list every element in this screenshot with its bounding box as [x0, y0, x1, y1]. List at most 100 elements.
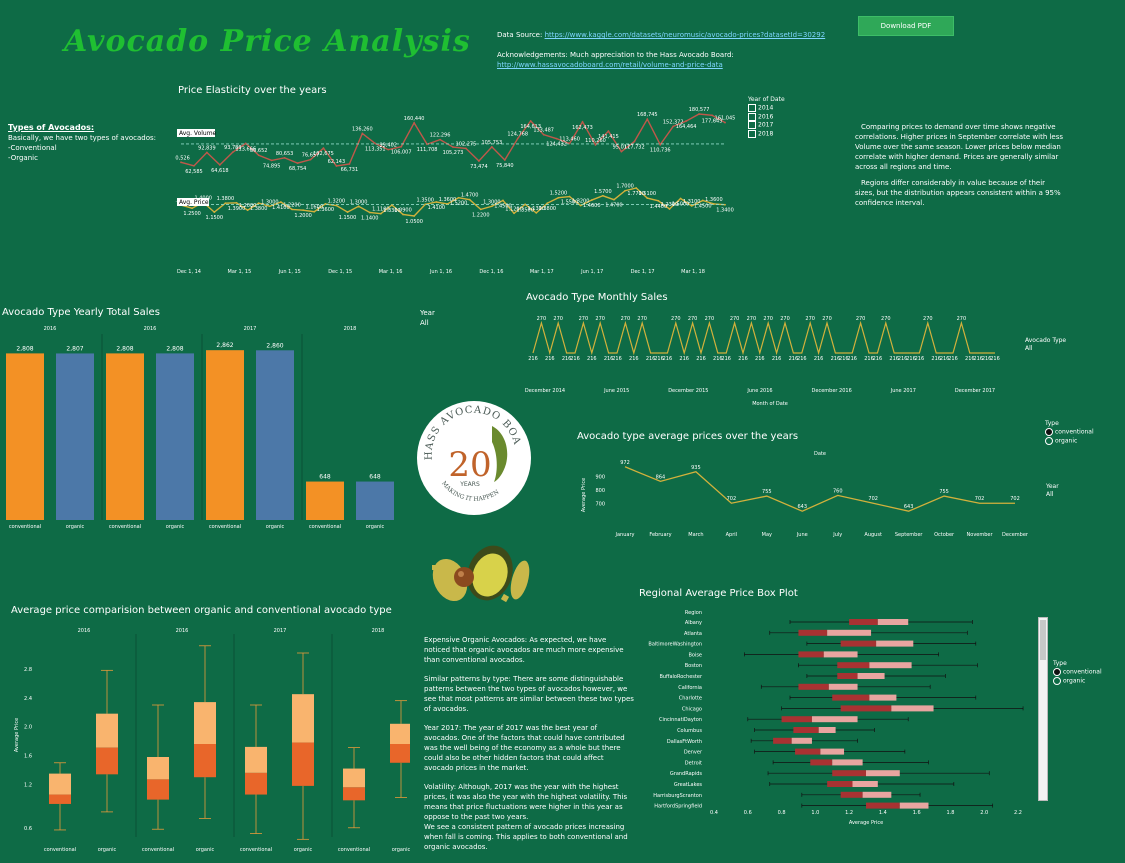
avg-volume-data-label: 113,460: [559, 136, 580, 142]
elasticity-x-tick: Dec 1, 16: [479, 269, 503, 275]
region-box-upper: [862, 791, 892, 798]
yearly-bar-value: 648: [369, 474, 381, 481]
regional-xlabel: Average Price: [849, 820, 883, 826]
regional-title: Regional Average Price Box Plot: [639, 588, 798, 599]
avg-price-data-label: 1.1300: [528, 206, 546, 212]
region-box-upper: [827, 629, 872, 636]
avg-volume-point: [465, 147, 467, 150]
data-source-link[interactable]: https://www.kaggle.com/datasets/neuromus…: [544, 31, 826, 39]
avg-price-data-label: 1.5700: [594, 189, 612, 195]
avg-price-point: [668, 208, 671, 210]
monthly-data-label: 216: [755, 356, 765, 362]
logo-number: 20: [448, 445, 491, 485]
legend-year-2014[interactable]: 2014: [748, 104, 785, 113]
legend-year-2017[interactable]: 2017: [748, 121, 785, 130]
yearly-bar: [56, 353, 94, 520]
legend-year-label: 2016: [758, 113, 774, 120]
avg-volume-tag-bg: [177, 129, 215, 137]
avg-prices-data-label: 760: [833, 488, 843, 494]
box-x-tick: organic: [294, 847, 313, 853]
type-option-organic[interactable]: organic: [1053, 676, 1102, 686]
type-option-conventional[interactable]: conventional: [1053, 668, 1102, 677]
avg-price-point: [246, 209, 249, 212]
elasticity-notes: Comparing prices to demand over time sho…: [855, 122, 1065, 208]
scrollbar-thumb[interactable]: [1040, 620, 1046, 660]
box-x-tick: organic: [98, 847, 117, 853]
avg-price-data-label: 1.2300: [661, 202, 679, 208]
avg-price-point: [635, 187, 638, 189]
avg-prices-y-tick: 700: [595, 502, 605, 508]
avg-price-point: [302, 209, 305, 212]
monthly-data-label: 270: [856, 316, 866, 322]
avg-price-data-label: 1.4600: [583, 203, 601, 209]
download-pdf-button[interactable]: Download PDF: [858, 16, 954, 36]
legend-year-2016[interactable]: 2016: [748, 112, 785, 122]
yearly-bar: [156, 353, 194, 520]
avg-price-point: [224, 202, 227, 205]
regional-scrollbar[interactable]: [1038, 617, 1048, 801]
insights-panel: Expensive Organic Avocados: As expected,…: [424, 635, 634, 852]
monthly-data-label: 216: [831, 356, 841, 362]
yearly-bar: [106, 353, 144, 520]
type-option-label: conventional: [1055, 428, 1094, 436]
avg-volume-point: [490, 145, 493, 148]
avg-volume-point: [335, 165, 338, 167]
type-option-organic[interactable]: organic: [1045, 436, 1094, 446]
avg-price-data-label: 1.3000: [350, 199, 368, 205]
avg-price-point: [568, 195, 571, 198]
avg-price-line: [180, 187, 726, 217]
region-box-lower: [840, 791, 863, 798]
type-legend-title: Type: [1053, 660, 1067, 667]
region-box-lower: [795, 748, 821, 755]
avg-price-data-label: 1.3500: [516, 207, 534, 213]
box-y-tick: 2.0: [24, 725, 32, 731]
year-filter[interactable]: Year All: [420, 308, 435, 328]
box-x-tick: conventional: [44, 847, 76, 853]
monthly-data-label: 216: [663, 356, 673, 362]
legend-year-2018[interactable]: 2018: [748, 129, 785, 139]
avg-price-point: [657, 199, 660, 202]
avg-volume-data-label: 177,643: [702, 118, 723, 124]
yearly-x-tick: conventional: [209, 524, 241, 530]
avg-prices-year-filter[interactable]: Year All: [1046, 483, 1059, 499]
monthly-sales-chart: 2162702162702162162702162702162162702162…: [525, 316, 1000, 407]
region-label: Boston: [685, 663, 702, 669]
avg-volume-data-label: 62,585: [185, 169, 203, 175]
elasticity-x-tick: Mar 1, 17: [530, 269, 554, 275]
elasticity-x-tick: Jun 1, 15: [278, 269, 301, 275]
types-item-conventional: -Conventional: [8, 144, 57, 152]
insight-1: Expensive Organic Avocados: As expected,…: [424, 636, 624, 664]
monthly-legend[interactable]: Avocado Type All: [1025, 337, 1066, 353]
avg-prices-ylabel: Average Price: [581, 478, 587, 512]
region-box-upper: [869, 662, 912, 669]
types-item-organic: -Organic: [8, 154, 38, 162]
avg-price-data-label: 1.1500: [339, 215, 357, 221]
avg-prices-data-label: 643: [904, 504, 914, 510]
box-comparison-chart: 0.6 1.2 1.6 2.0 2.4 2.8 2016 2016 2017 2018 conven…: [14, 628, 410, 853]
type-option-conventional[interactable]: conventional: [1045, 428, 1094, 437]
avg-volume-point: [452, 146, 454, 148]
acknowledgements-link[interactable]: http://www.hassavocadoboard.com/retail/v…: [497, 61, 723, 69]
yearly-x-tick: organic: [66, 524, 85, 530]
avg-volume-point: [568, 142, 571, 145]
monthly-data-label: 270: [579, 316, 589, 322]
avg-volume-point: [387, 148, 390, 151]
yearly-x-tick: conventional: [9, 524, 41, 530]
avg-price-point: [268, 205, 271, 208]
avg-price-point: [646, 197, 649, 200]
monthly-data-label: 216: [898, 356, 908, 362]
box-ylabel: Average Price: [14, 718, 20, 752]
avg-prices-x-tick: December: [1002, 532, 1029, 538]
region-box-lower: [798, 629, 828, 636]
box-group-label: 2017: [274, 628, 287, 634]
avg-volume-data-label: 106,007: [391, 150, 412, 156]
avg-volume-data-label: 80,653: [276, 151, 294, 157]
avg-price-data-label: 1.0900: [394, 207, 412, 213]
regional-x-tick: 1.6: [913, 810, 921, 816]
monthly-data-label: 270: [671, 316, 681, 322]
avg-volume-data-label: 64,618: [211, 168, 229, 174]
elasticity-chart: 70,526 62,585 92,839 64,618 93,780113,66686,…: [175, 107, 735, 275]
monthly-data-label: 216: [973, 356, 983, 362]
region-label: BuffaloRochester: [659, 674, 703, 680]
region-box-lower: [832, 694, 870, 701]
